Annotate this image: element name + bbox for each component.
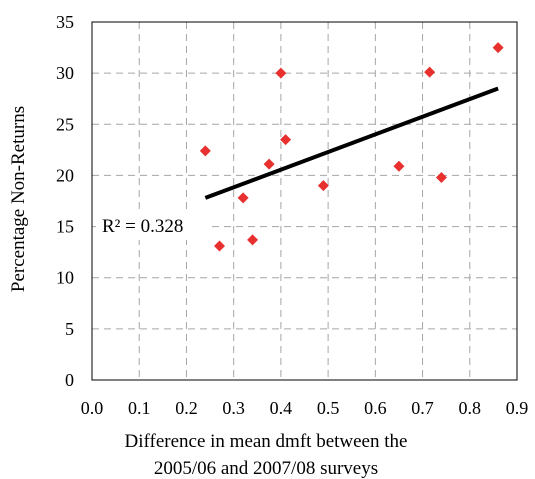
x-tick-label: 0.6 xyxy=(364,398,387,418)
y-tick-label: 0 xyxy=(65,370,74,390)
data-point xyxy=(435,171,447,183)
x-tick-label: 0.7 xyxy=(411,398,434,418)
data-point xyxy=(247,234,259,246)
data-point xyxy=(424,66,436,78)
trendline xyxy=(204,86,499,200)
y-axis-title: Percentage Non-Returns xyxy=(8,106,29,292)
x-tick-label: 0.5 xyxy=(317,398,340,418)
r-squared-label: R² = 0.328 xyxy=(102,216,183,237)
x-axis-title-line-1: Difference in mean dmft between the xyxy=(125,431,408,452)
y-tick-label: 25 xyxy=(56,114,74,134)
data-point xyxy=(317,180,329,192)
data-point xyxy=(275,67,287,79)
plot-area-frame xyxy=(91,21,518,381)
data-point xyxy=(393,160,405,172)
data-point xyxy=(280,134,292,146)
data-point xyxy=(237,192,249,204)
y-tick-label: 35 xyxy=(56,12,74,32)
x-tick-label: 0.8 xyxy=(459,398,482,418)
y-tick-labels: 0 5 10 15 20 25 30 35 xyxy=(56,12,74,390)
x-tick-label: 0.0 xyxy=(81,398,104,418)
y-tick-label: 5 xyxy=(65,319,74,339)
data-point xyxy=(214,240,225,252)
grid-lines xyxy=(92,22,517,380)
x-tick-label: 0.2 xyxy=(175,398,198,418)
x-tick-labels: 0.0 0.1 0.2 0.3 0.4 0.5 0.6 0.7 0.8 0.9 xyxy=(81,398,529,418)
data-point xyxy=(492,42,504,54)
x-tick-label: 0.4 xyxy=(270,398,293,418)
y-tick-label: 10 xyxy=(56,268,74,288)
y-tick-label: 20 xyxy=(56,165,74,185)
y-tick-label: 30 xyxy=(56,63,74,83)
data-point xyxy=(263,158,275,170)
x-tick-label: 0.1 xyxy=(128,398,151,418)
y-tick-label: 15 xyxy=(56,217,74,237)
data-point xyxy=(199,145,211,157)
data-points xyxy=(199,42,504,252)
r-squared-annotation: R² = 0.328 xyxy=(96,212,212,240)
x-tick-label: 0.9 xyxy=(506,398,529,418)
x-axis-title-line-2: 2005/06 and 2007/08 surveys xyxy=(154,458,378,479)
x-tick-label: 0.3 xyxy=(222,398,245,418)
